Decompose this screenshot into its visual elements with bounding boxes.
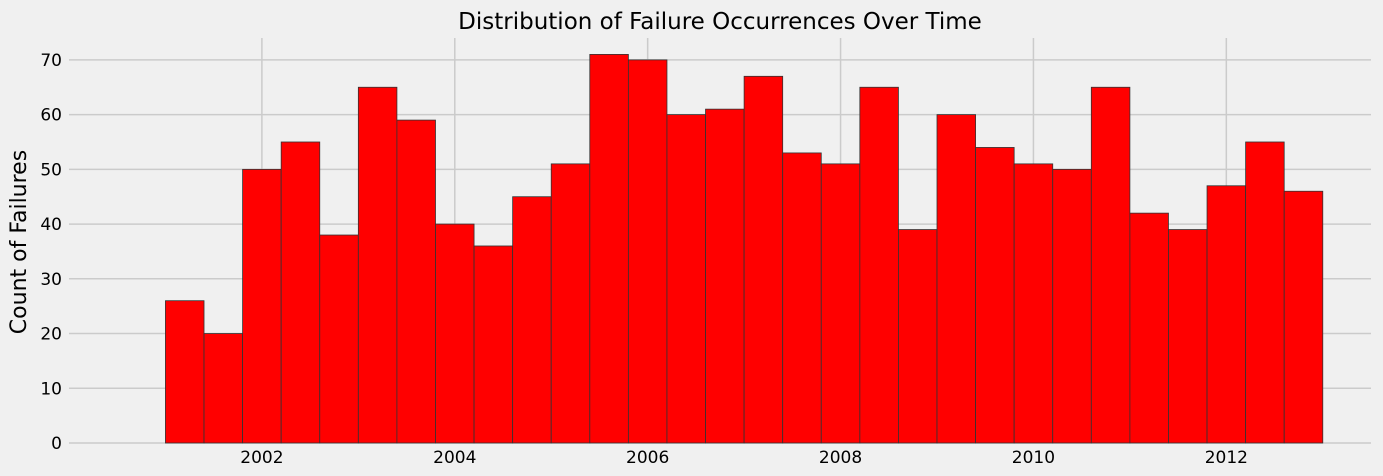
histogram-bar [242,168,282,444]
histogram-bar [1052,168,1092,444]
y-tick-label: 70 [40,51,62,71]
tick-labels: 0 10 20 30 40 50 60 70 2002 2004 2006 2008 2010 2012 [40,51,1248,468]
y-tick-label: 50 [40,160,62,180]
x-tick-label: 2008 [819,448,862,468]
y-axis-label: Count of Failures [7,150,32,334]
histogram-bar [203,333,243,444]
histogram-bar [820,163,861,444]
y-tick-label: 0 [51,434,62,454]
histogram-bar [473,245,514,444]
histogram-bar [1283,190,1324,444]
histogram-bar [666,114,706,444]
histogram-bar [898,229,938,444]
histogram-bar [396,119,436,444]
histogram-bar [936,114,976,444]
histogram-bar [165,300,205,444]
histogram-bar [859,86,899,444]
y-tick-label: 10 [40,379,62,399]
histogram-bar [512,196,552,444]
y-tick-label: 60 [40,106,62,126]
histogram-bar [435,223,475,444]
x-tick-label: 2004 [433,448,476,468]
histogram-bar [319,234,359,444]
y-tick-label: 40 [40,215,62,235]
histogram-bar [743,75,784,444]
x-tick-label: 2002 [240,448,283,468]
histogram-bar [1245,141,1285,444]
chart-title: Distribution of Failure Occurrences Over… [458,9,982,35]
y-tick-label: 30 [40,270,62,290]
x-tick-label: 2012 [1205,448,1248,468]
histogram-bar [589,54,629,444]
bars [165,54,1324,444]
histogram-bar [1206,185,1247,444]
histogram-bar [627,59,668,444]
x-tick-label: 2010 [1012,448,1055,468]
y-tick-label: 20 [40,325,62,345]
histogram-bar [357,86,398,444]
x-tick-label: 2006 [626,448,669,468]
histogram-bar [1168,229,1208,444]
histogram-bar [1129,212,1169,444]
histogram-bar [1013,163,1054,444]
histogram-bar [1090,86,1131,444]
histogram-bar [782,152,822,444]
histogram-bar [550,163,591,444]
histogram-bar [280,141,321,444]
histogram-bar [975,147,1015,444]
histogram-bar [705,108,745,444]
